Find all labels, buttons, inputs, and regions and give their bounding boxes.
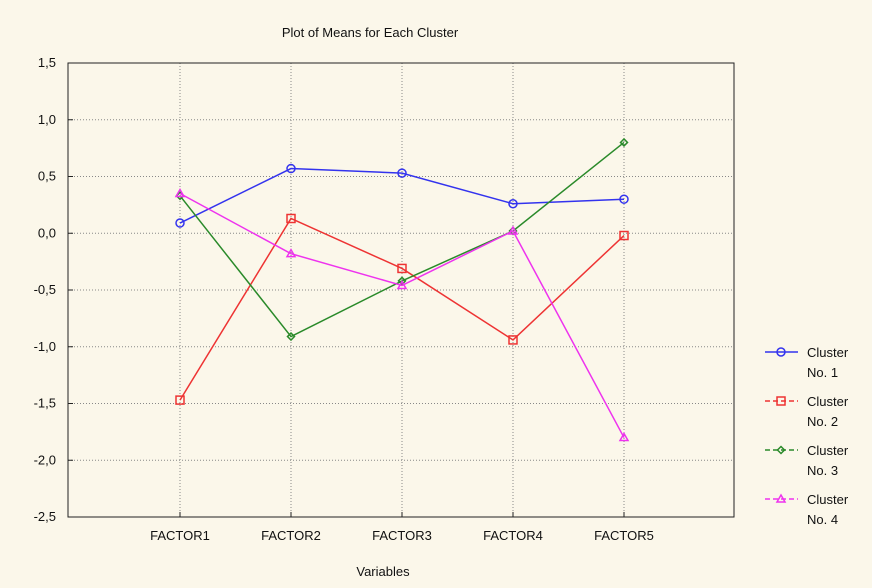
data-point [286,163,296,174]
data-point [397,276,407,286]
y-tick-label: -1,0 [34,339,56,354]
data-point [396,279,408,290]
legend-label: No. 1 [807,365,838,380]
data-point [175,218,185,228]
data-point [619,230,629,241]
y-tick-label: -0,5 [34,282,56,297]
legend-label: No. 2 [807,414,838,429]
legend-label: No. 4 [807,512,838,527]
data-point [175,395,185,405]
legend-item-1: Cluster No. 1 [765,345,849,380]
y-tick-label: -2,5 [34,509,56,524]
data-point [508,198,518,209]
legend-marker [776,396,786,406]
legend-label: Cluster [807,443,849,458]
x-tick-label: FACTOR1 [150,528,210,543]
y-tick-label: 1,5 [38,55,56,70]
data-point [619,137,629,148]
legend-marker [776,445,786,455]
x-tick-label: FACTOR4 [483,528,543,543]
data-point [285,248,297,258]
legend-label: Cluster [807,394,849,409]
y-tick-label: 0,0 [38,225,56,240]
x-axis-label: Variables [356,564,410,579]
y-tick-label: -1,5 [34,396,56,411]
series-4 [174,188,630,442]
data-point [286,331,296,342]
series-line [179,192,625,438]
series-2 [175,213,629,405]
series-line [179,217,625,401]
data-point [618,432,630,442]
chart-title: Plot of Means for Each Cluster [282,25,459,40]
y-axis: 1,5 1,0 0,5 0,0 -0,5 -1,0 -1,5 -2,0 -2,5 [34,55,73,524]
legend-label: Cluster [807,492,849,507]
legend-label: Cluster [807,345,849,360]
data-point [619,194,629,204]
y-tick-label: 0,5 [38,169,56,184]
legend-label: No. 3 [807,463,838,478]
data-point [397,263,407,274]
data-point [508,335,518,345]
series-group [174,137,630,442]
data-point [286,213,296,224]
y-tick-label: -2,0 [34,452,56,467]
legend-item-4: Cluster No. 4 [765,492,849,527]
data-point [397,168,407,178]
data-point [174,188,186,198]
y-tick-label: 1,0 [38,112,56,127]
x-tick-label: FACTOR5 [594,528,654,543]
legend-item-3: Cluster No. 3 [765,443,849,478]
x-axis: FACTOR1 FACTOR2 FACTOR3 FACTOR4 FACTOR5 [150,512,654,543]
x-tick-label: FACTOR3 [372,528,432,543]
x-tick-label: FACTOR2 [261,528,321,543]
data-point [507,225,519,235]
legend-marker [775,493,787,503]
legend-marker [776,347,786,357]
legend-item-2: Cluster No. 2 [765,394,849,429]
